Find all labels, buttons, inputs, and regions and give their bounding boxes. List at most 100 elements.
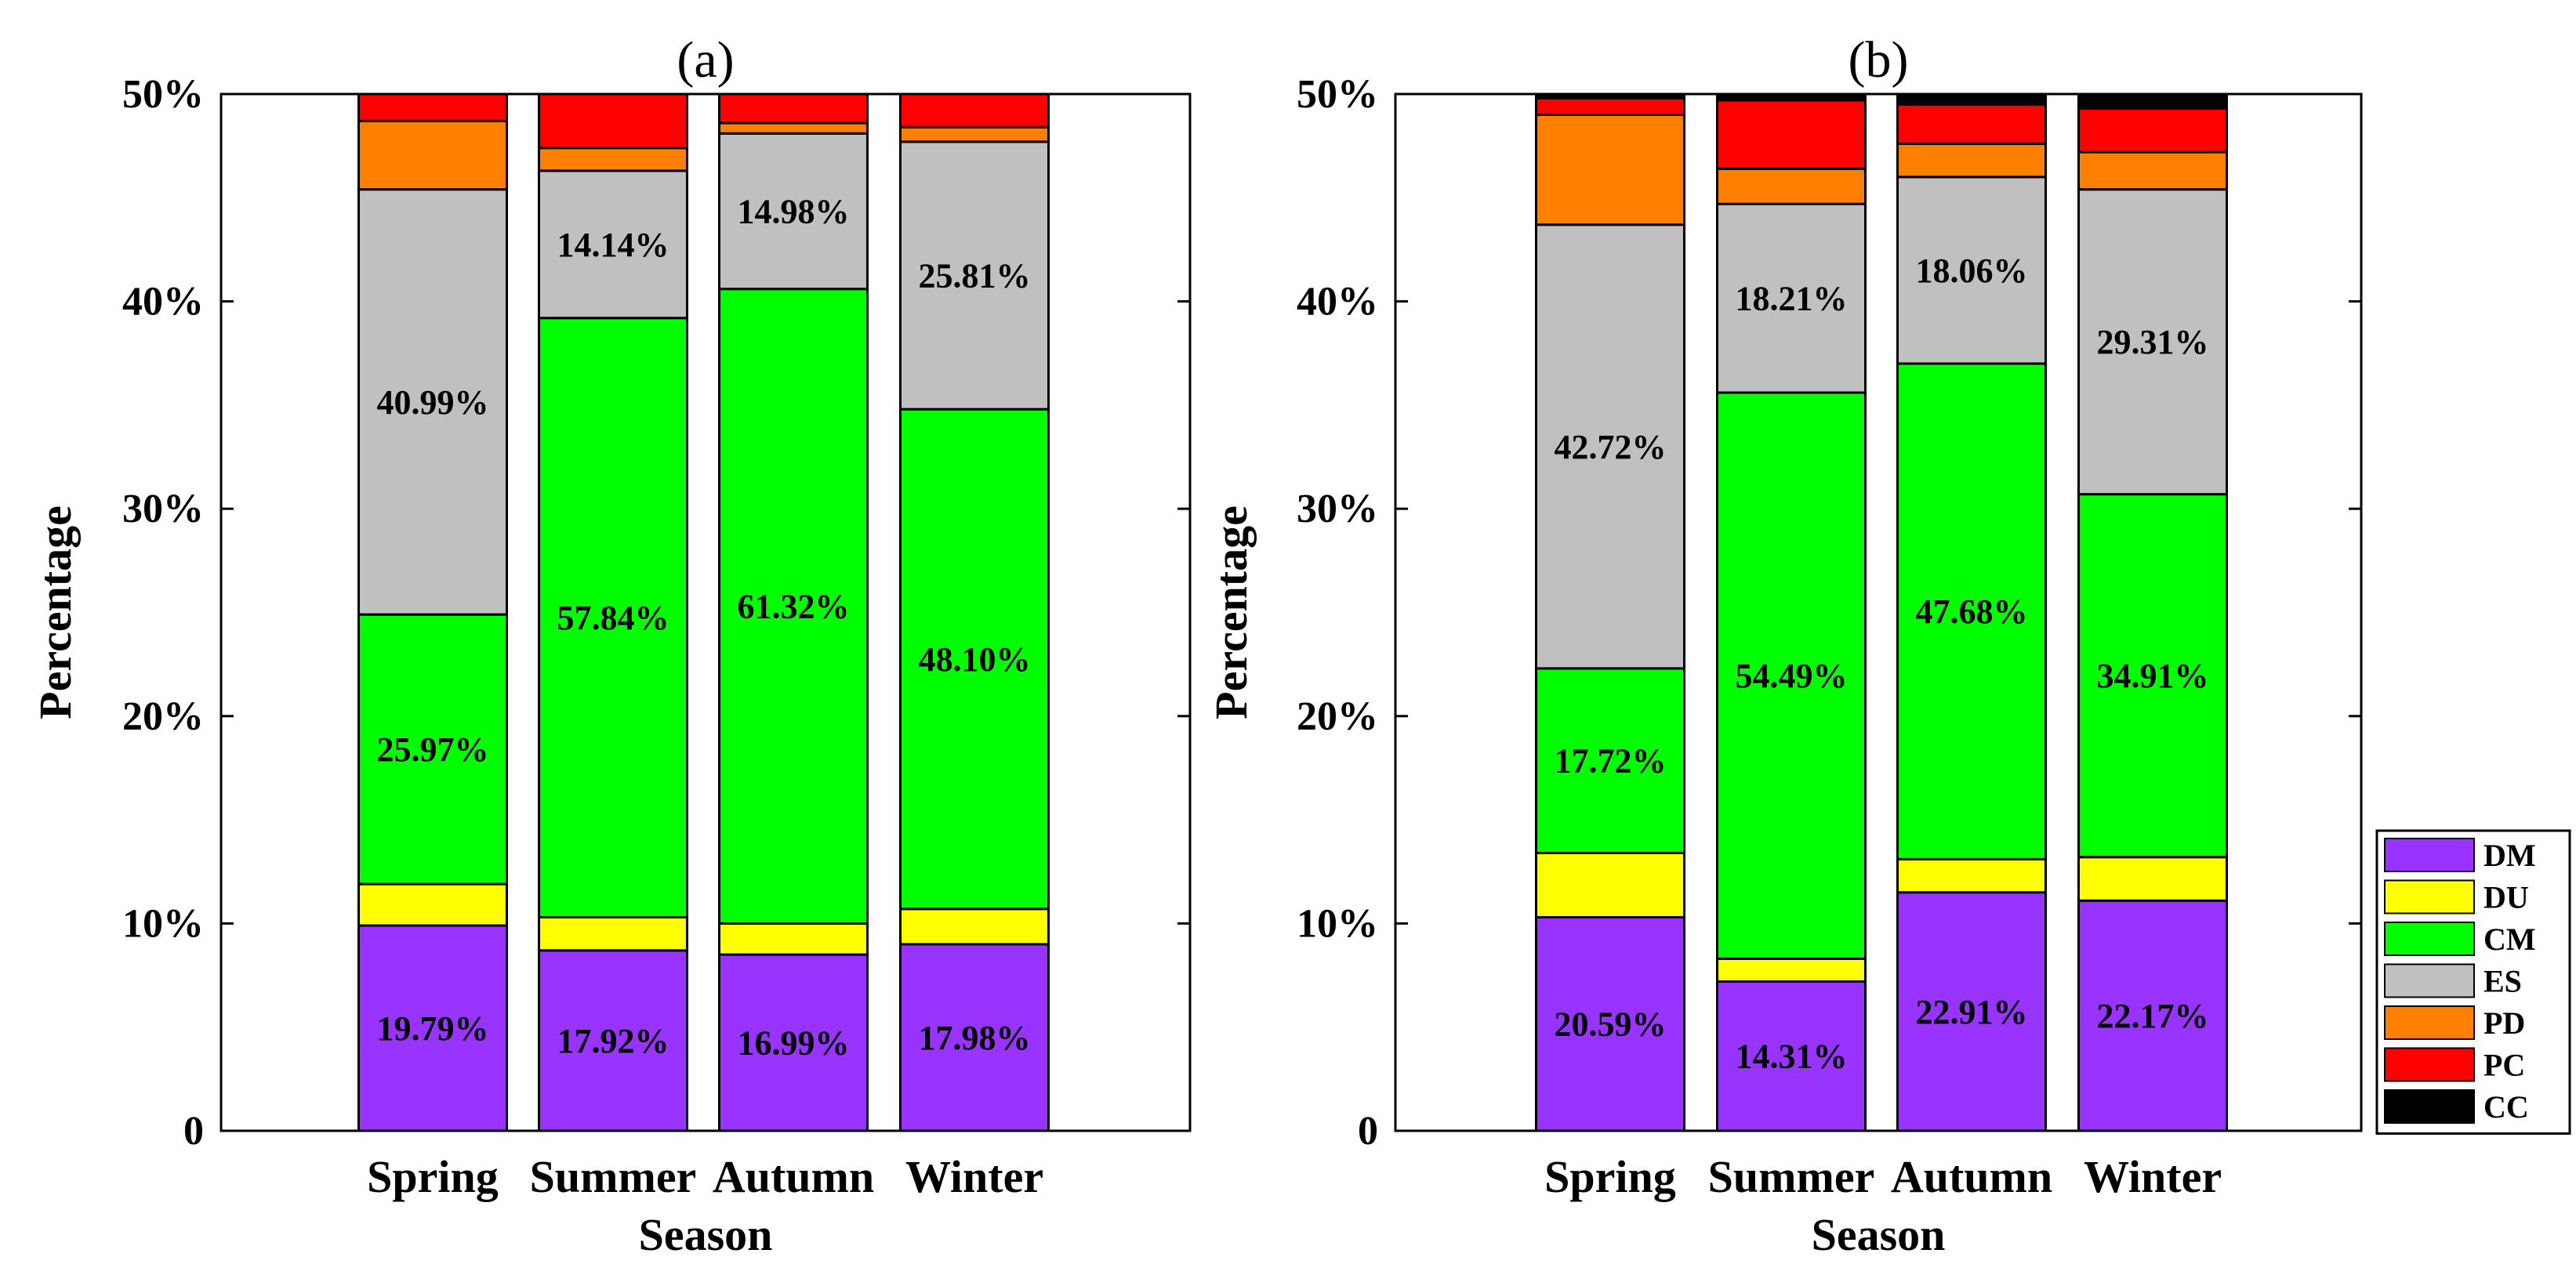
bar-cc-winter	[2077, 95, 2228, 110]
bar-dm-spring	[1535, 915, 1685, 1132]
bar-du-spring	[357, 882, 508, 927]
bar-pd-winter	[899, 125, 1050, 143]
data-label-es-winter: 29.31%	[2097, 323, 2209, 361]
y-tick-label: 40%	[1297, 280, 1378, 324]
chart-title: (b)	[1849, 31, 1909, 89]
bar-pc-autumn	[1896, 103, 2047, 146]
y-tick-label: 20%	[1297, 694, 1378, 739]
bar-pc-summer	[538, 92, 688, 150]
bar-pd-spring	[1535, 113, 1685, 226]
legend: DM DU CM ES PD PC CC	[2375, 829, 2571, 1135]
bar-dm-spring	[357, 924, 508, 1132]
bar-cm-autumn	[718, 288, 869, 925]
y-tick-label: 30%	[122, 487, 204, 531]
legend-label-du: DU	[2483, 880, 2529, 915]
legend-label-cc: CC	[2483, 1089, 2529, 1125]
bar-pc-summer	[1716, 99, 1867, 170]
y-tick-label: 0	[1358, 1109, 1378, 1154]
bar-cm-spring	[357, 613, 508, 886]
legend-swatch-cc	[2384, 1089, 2475, 1124]
chart-panel-b: 0 10% 20% 30% 40% 50% 20.59% 17.72% 42.72% Spring…	[1206, 31, 2363, 1260]
x-tick-label: Spring	[1544, 1151, 1676, 1202]
x-tick-label: Autumn	[1891, 1151, 2052, 1202]
chart-panel-a: 0 10% 20% 30% 40% 50% 19.79% 25.97% 40.99% Spring…	[30, 31, 1192, 1260]
chart-title: (a)	[677, 31, 734, 89]
y-tick-label: 0	[183, 1109, 204, 1154]
bar-du-winter	[899, 907, 1050, 946]
bar-pc-winter	[2077, 107, 2228, 154]
bar-pc-autumn	[718, 92, 869, 125]
bar-pd-autumn	[718, 121, 869, 135]
data-label-es-spring: 40.99%	[377, 383, 489, 422]
bar-pd-winter	[2077, 150, 2228, 191]
data-label-dm-summer: 17.92%	[557, 1022, 669, 1060]
data-label-es-autumn: 14.98%	[738, 192, 850, 230]
y-tick-label: 50%	[1297, 72, 1378, 117]
data-label-es-winter: 25.81%	[919, 257, 1031, 295]
x-tick-label: Spring	[367, 1151, 499, 1202]
x-tick-label: Summer	[530, 1151, 697, 1202]
bar-es-winter	[2077, 188, 2228, 496]
bar-pd-spring	[357, 119, 508, 191]
bar-es-winter	[899, 140, 1050, 411]
data-label-cm-spring: 25.97%	[377, 730, 489, 769]
x-tick-label: Winter	[2084, 1151, 2222, 1202]
data-label-cm-summer: 57.84%	[557, 599, 669, 637]
bar-pd-summer	[538, 147, 688, 172]
plot-area	[1394, 92, 2363, 1132]
bar-dm-autumn	[718, 953, 869, 1132]
data-label-cm-autumn: 47.68%	[1916, 592, 2028, 631]
y-axis-label: Percentage	[30, 505, 81, 719]
bar-du-autumn	[718, 922, 869, 956]
bar-cc-autumn	[1896, 95, 2047, 106]
y-tick-label: 20%	[122, 694, 204, 739]
legend-swatch-cm	[2384, 922, 2475, 956]
bar-cm-spring	[1535, 667, 1685, 854]
y-tick-label: 40%	[122, 280, 204, 324]
plot-area	[220, 92, 1192, 1132]
bar-es-autumn	[1896, 176, 2047, 365]
x-tick-label: Summer	[1708, 1151, 1875, 1202]
bar-es-spring	[1535, 223, 1685, 670]
bar-cm-winter	[899, 407, 1050, 911]
bar-cm-autumn	[1896, 362, 2047, 860]
legend-swatch-pd	[2384, 1005, 2475, 1040]
bar-du-spring	[1535, 851, 1685, 918]
bar-pd-autumn	[1896, 143, 2047, 179]
bar-dm-summer	[538, 949, 688, 1132]
data-label-dm-spring: 19.79%	[377, 1009, 489, 1048]
bar-cc-summer	[1716, 92, 1867, 102]
bar-cc-spring	[1535, 92, 1685, 100]
legend-swatch-dm	[2384, 838, 2475, 872]
bar-cm-summer	[538, 317, 688, 918]
data-label-cm-spring: 17.72%	[1555, 742, 1667, 781]
legend-label-es: ES	[2483, 964, 2522, 999]
bar-du-summer	[1716, 957, 1867, 983]
data-label-es-autumn: 18.06%	[1916, 252, 2028, 290]
legend-label-dm: DM	[2483, 838, 2536, 873]
legend-swatch-es	[2384, 963, 2475, 998]
data-label-dm-winter: 22.17%	[2097, 997, 2209, 1035]
data-label-cm-winter: 48.10%	[919, 640, 1031, 679]
bar-es-spring	[357, 188, 508, 616]
data-label-dm-autumn: 22.91%	[1916, 993, 2028, 1031]
y-tick-label: 10%	[1297, 901, 1378, 946]
x-tick-label: Winter	[905, 1151, 1043, 1202]
bar-dm-winter	[2077, 899, 2228, 1132]
data-label-dm-winter: 17.98%	[919, 1019, 1031, 1057]
bar-du-summer	[538, 915, 688, 952]
bar-pd-summer	[1716, 167, 1867, 205]
x-axis-label: Season	[1812, 1209, 1946, 1260]
data-label-dm-spring: 20.59%	[1555, 1005, 1667, 1044]
bar-du-winter	[2077, 856, 2228, 902]
legend-swatch-pc	[2384, 1047, 2475, 1082]
legend-swatch-du	[2384, 879, 2475, 915]
y-axis-label: Percentage	[1206, 505, 1257, 719]
data-label-dm-autumn: 16.99%	[738, 1024, 850, 1063]
data-label-es-summer: 18.21%	[1736, 280, 1848, 318]
bar-cm-summer	[1716, 391, 1867, 960]
data-label-es-spring: 42.72%	[1555, 428, 1667, 466]
bar-pc-winter	[899, 92, 1050, 129]
data-label-cm-summer: 54.49%	[1736, 657, 1848, 695]
x-axis-label: Season	[639, 1209, 773, 1260]
